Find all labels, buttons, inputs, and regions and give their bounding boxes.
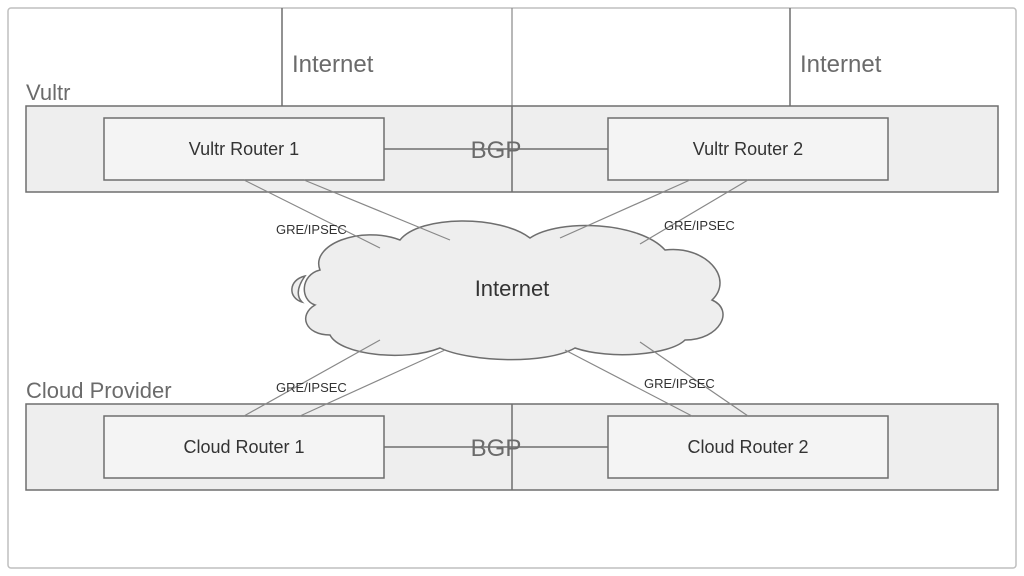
router-top-left-label: Vultr Router 1	[189, 139, 299, 159]
diagram-canvas: Internet Internet Vultr Vultr Router 1 V…	[0, 0, 1024, 576]
internet-top-left-label: Internet	[292, 51, 374, 78]
cloud-label: Internet	[475, 276, 550, 301]
group-top-label: Vultr	[26, 80, 70, 105]
router-bottom-right-label: Cloud Router 2	[687, 437, 808, 457]
router-bottom-left-label: Cloud Router 1	[183, 437, 304, 457]
internet-top-right-label: Internet	[800, 51, 882, 78]
group-bottom-label: Cloud Provider	[26, 378, 172, 403]
tunnel-label-br: GRE/IPSEC	[644, 376, 715, 391]
tunnel-label-tr: GRE/IPSEC	[664, 218, 735, 233]
bgp-bottom-label: BGP	[471, 435, 522, 462]
bgp-top-label: BGP	[471, 137, 522, 164]
router-top-right-label: Vultr Router 2	[693, 139, 803, 159]
tunnel-label-bl: GRE/IPSEC	[276, 380, 347, 395]
tunnel-label-tl: GRE/IPSEC	[276, 222, 347, 237]
